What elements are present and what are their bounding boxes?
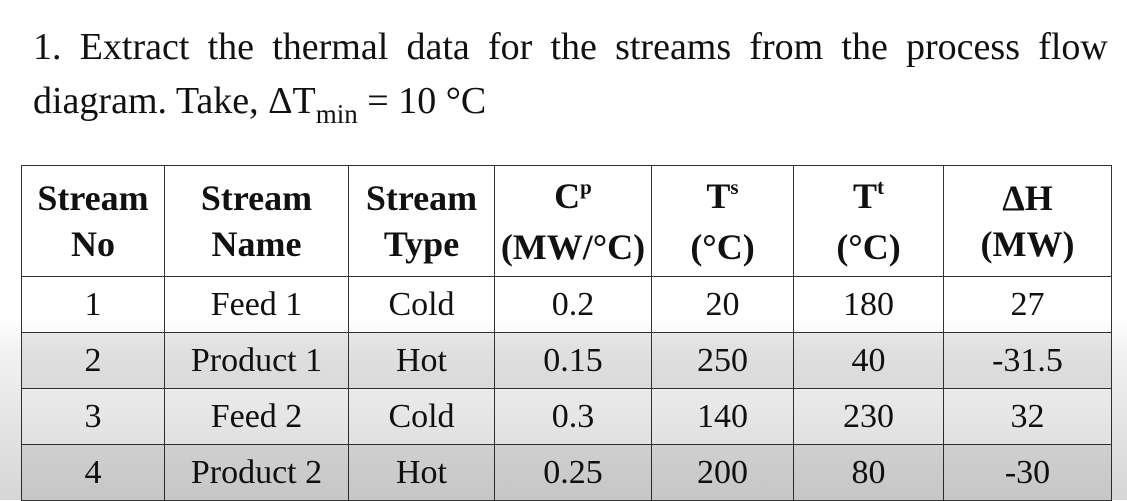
cell-delta-h: 32 bbox=[943, 388, 1112, 445]
header-tt: Tt (°C) bbox=[793, 165, 944, 277]
question-word: for bbox=[487, 26, 533, 68]
cell-cp: 0.3 bbox=[494, 388, 652, 445]
table-row: 4 Product 2 Hot 0.25 200 80 -30 bbox=[21, 444, 1112, 501]
question-word: Extract bbox=[79, 26, 190, 68]
question-word: the bbox=[550, 26, 597, 68]
question-word: process bbox=[906, 26, 1020, 68]
cell-cp: 0.25 bbox=[494, 444, 652, 501]
thermal-data-table: Stream No Stream Name Stream Type Cp (MW… bbox=[21, 165, 1112, 501]
table-header-row: Stream No Stream Name Stream Type Cp (MW… bbox=[21, 165, 1112, 277]
cell-tt: 40 bbox=[793, 332, 944, 389]
cell-delta-h: -30 bbox=[943, 444, 1112, 501]
cell-tt: 230 bbox=[793, 388, 944, 445]
cell-stream-no: 3 bbox=[21, 388, 165, 445]
question-word: the bbox=[841, 26, 888, 68]
cell-stream-type: Cold bbox=[348, 276, 495, 333]
cell-tt: 80 bbox=[793, 444, 944, 501]
cell-delta-h: -31.5 bbox=[943, 332, 1112, 389]
table-row: 3 Feed 2 Cold 0.3 140 230 32 bbox=[21, 388, 1112, 445]
header-ts: Ts (°C) bbox=[651, 165, 794, 277]
table-row: 1 Feed 1 Cold 0.2 20 180 27 bbox=[21, 276, 1112, 333]
cell-ts: 250 bbox=[651, 332, 794, 389]
question-word: data bbox=[406, 26, 470, 68]
question-line-2: diagram. Take, ΔTmin = 10 °C bbox=[33, 74, 1108, 131]
cell-stream-type: Hot bbox=[348, 444, 495, 501]
cell-stream-no: 4 bbox=[21, 444, 165, 501]
cell-stream-no: 1 bbox=[21, 276, 165, 333]
question-line-1: 1. Extract the thermal data for the stre… bbox=[33, 20, 1108, 74]
question-word: flow bbox=[1038, 26, 1108, 68]
cell-stream-name: Feed 1 bbox=[164, 276, 349, 333]
question-word: the bbox=[207, 26, 255, 68]
header-stream-type: Stream Type bbox=[348, 165, 495, 277]
cell-delta-h: 27 bbox=[943, 276, 1112, 333]
question-word: 1. bbox=[33, 26, 62, 68]
header-delta-h: ΔH (MW) bbox=[943, 165, 1112, 277]
cell-cp: 0.15 bbox=[494, 332, 652, 389]
cell-stream-name: Feed 2 bbox=[164, 388, 349, 445]
cell-ts: 20 bbox=[651, 276, 794, 333]
cell-stream-type: Hot bbox=[348, 332, 495, 389]
delta-t-subscript: min bbox=[315, 99, 358, 129]
header-cp: Cp (MW/°C) bbox=[494, 165, 652, 277]
header-stream-name: Stream Name bbox=[164, 165, 349, 277]
question-word: thermal bbox=[272, 26, 389, 68]
cell-stream-no: 2 bbox=[21, 332, 165, 389]
question-word: streams bbox=[615, 26, 732, 68]
cell-stream-name: Product 1 bbox=[164, 332, 349, 389]
cell-stream-name: Product 2 bbox=[164, 444, 349, 501]
header-stream-no: Stream No bbox=[21, 165, 165, 277]
cell-ts: 200 bbox=[651, 444, 794, 501]
table-row: 2 Product 1 Hot 0.15 250 40 -31.5 bbox=[21, 332, 1112, 389]
question-word: from bbox=[749, 26, 824, 68]
cell-stream-type: Cold bbox=[348, 388, 495, 445]
cell-tt: 180 bbox=[793, 276, 944, 333]
cell-ts: 140 bbox=[651, 388, 794, 445]
question-text: 1. Extract the thermal data for the stre… bbox=[33, 20, 1108, 131]
question-line-2-suffix: = 10 °C bbox=[357, 80, 487, 122]
question-line-2-prefix: diagram. Take, ΔT bbox=[33, 80, 316, 122]
cell-cp: 0.2 bbox=[494, 276, 652, 333]
